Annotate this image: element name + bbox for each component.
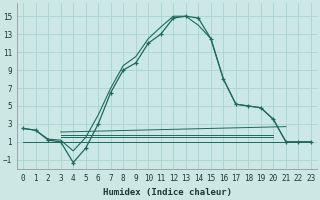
X-axis label: Humidex (Indice chaleur): Humidex (Indice chaleur) [102,188,232,197]
